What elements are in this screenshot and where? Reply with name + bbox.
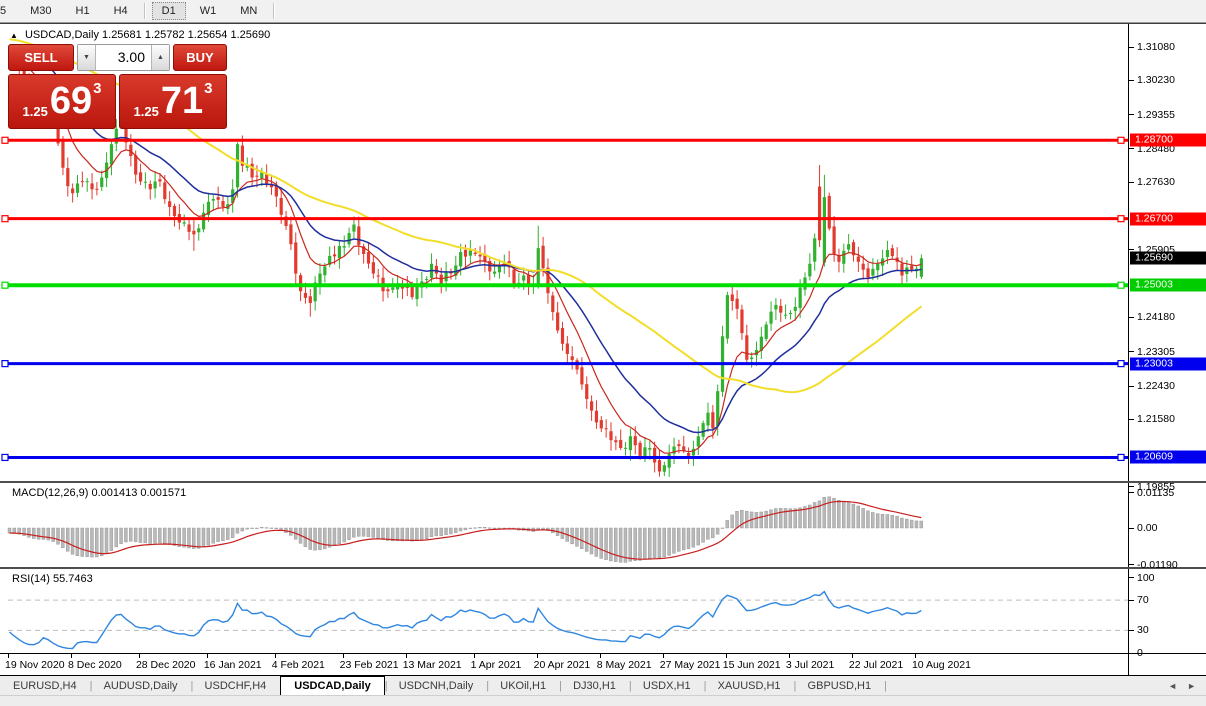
volume-decrease-icon[interactable]: ▼	[78, 45, 96, 70]
chart-ohlc-values: 1.25681 1.25782 1.25654 1.25690	[102, 29, 271, 41]
timeframe-button-mn[interactable]: MN	[240, 5, 258, 17]
status-bar	[0, 695, 1206, 706]
sell-price-pip-sup: 3	[93, 80, 102, 97]
timeframe-button-d1[interactable]: D1	[151, 2, 186, 20]
rsi-pane	[8, 590, 1128, 650]
pane-separator-macd[interactable]	[0, 481, 1206, 483]
macd-pane	[7, 496, 923, 563]
tab-divider: |	[884, 679, 887, 692]
sell-price-display[interactable]: 1.25 69 3	[8, 74, 116, 129]
tab-scroll-right-icon[interactable]: ►	[1187, 680, 1196, 691]
timeframe-button-w1[interactable]: W1	[199, 5, 217, 17]
tab-scroll-nav: ◄ ►	[1168, 676, 1206, 695]
one-click-trading-panel: SELL ▼ 3.00 ▲ BUY 1.25 69 3 1.25 71 3	[8, 44, 227, 129]
hline-handles[interactable]	[1, 136, 1125, 462]
chart-tab-audusd-daily[interactable]: AUDUSD,Daily	[103, 679, 178, 692]
window-top-border	[0, 22, 1206, 24]
main-price-pane	[8, 38, 1128, 477]
macd-signal-line	[9, 500, 922, 560]
chart-bottom-border	[0, 675, 1206, 676]
chart-header: ▲ USDCAD,Daily 1.25681 1.25782 1.25654 1…	[10, 29, 270, 41]
tab-scroll-left-icon[interactable]: ◄	[1168, 680, 1178, 691]
buy-button[interactable]: BUY	[173, 44, 227, 71]
buy-price-big-digits: 71	[160, 80, 204, 123]
timeframe-button-m30[interactable]: M30	[30, 5, 52, 17]
chart-tab-bar: EURUSD,H4|AUDUSD,Daily|USDCHF,H4|USDCAD,…	[0, 676, 1206, 695]
sell-button[interactable]: SELL	[8, 44, 74, 71]
collapse-chart-icon[interactable]: ▲	[10, 31, 18, 40]
volume-input[interactable]: 3.00	[117, 49, 145, 65]
chart-tab-xauusd-h1[interactable]: XAUUSD,H1	[717, 679, 781, 692]
buy-price-display[interactable]: 1.25 71 3	[119, 74, 227, 129]
rsi-line	[9, 590, 922, 650]
chart-symbol-title: USDCAD,Daily	[24, 29, 99, 41]
buy-price-base: 1.25	[133, 104, 159, 119]
volume-stepper: ▼ 3.00 ▲	[77, 44, 170, 71]
chart-tab-gbpusd-h1[interactable]: GBPUSD,H1	[807, 679, 872, 692]
chart-tab-usdcad-daily[interactable]: USDCAD,Daily	[280, 676, 385, 695]
timeframe-button-h4[interactable]: H4	[113, 5, 128, 17]
chart-tab-ukoil-h1[interactable]: UKOil,H1	[500, 679, 547, 692]
timeframe-button-h1[interactable]: H1	[75, 5, 90, 17]
rsi-indicator-label: RSI(14) 55.7463	[12, 573, 93, 585]
toolbar-separator	[273, 3, 276, 19]
chart-tab-usdx-h1[interactable]: USDX,H1	[642, 679, 691, 692]
toolbar-separator	[143, 3, 146, 19]
chart-tab-eurusd-h4[interactable]: EURUSD,H4	[13, 679, 77, 692]
buy-price-pip-sup: 3	[204, 80, 213, 97]
timeframe-button-5[interactable]: 5	[0, 5, 7, 17]
moving-average-ema9	[9, 50, 922, 454]
timeframe-toolbar: 5 M30 H1 H4 D1 W1 MN	[0, 0, 1206, 23]
volume-increase-icon[interactable]: ▲	[151, 45, 169, 70]
chart-tab-usdchf-h4[interactable]: USDCHF,H4	[204, 679, 267, 692]
price-axis-line	[1128, 24, 1129, 675]
macd-indicator-label: MACD(12,26,9) 0.001413 0.001571	[12, 487, 187, 499]
pane-separator-rsi[interactable]	[0, 567, 1206, 569]
chart-tab-dj30-h1[interactable]: DJ30,H1	[573, 679, 616, 692]
chart-tab-usdcnh-daily[interactable]: USDCNH,Daily	[398, 679, 474, 692]
moving-average-ema22	[9, 44, 922, 434]
sell-price-big-digits: 69	[49, 80, 93, 123]
date-axis-line	[0, 653, 1206, 654]
sell-price-base: 1.25	[22, 104, 48, 119]
